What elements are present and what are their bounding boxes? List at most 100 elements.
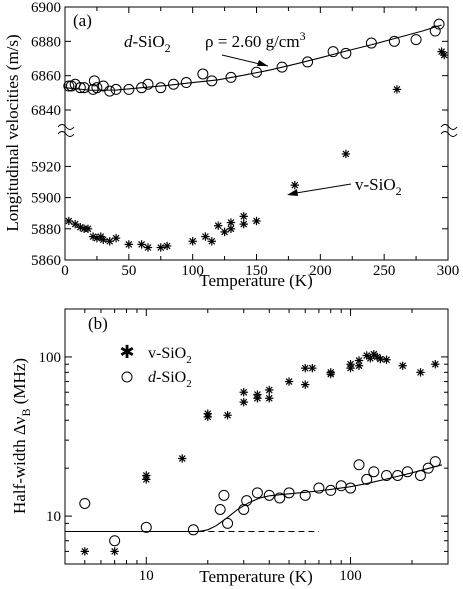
- a-point-v-sio2-stroke: [438, 48, 446, 56]
- b-point-v-sio2: [354, 361, 364, 370]
- a-point-d-sio2: [225, 71, 237, 83]
- a-point-v-sio2-stroke: [291, 181, 299, 189]
- v-sio2-arrow: [289, 183, 352, 195]
- a-point-d-sio2: [104, 85, 116, 97]
- a-point-d-sio2: [388, 35, 400, 47]
- b-xtick-label: 100: [339, 568, 362, 584]
- panel-b-xlabel: Temperature (K): [199, 567, 313, 586]
- b-point-d-sio2: [251, 487, 263, 499]
- left-break-mark: [57, 124, 75, 137]
- a-point-d-sio2: [63, 80, 75, 92]
- panel-a-xlabel: Temperature (K): [199, 271, 313, 290]
- a-point-v-sio2-stroke: [106, 237, 114, 245]
- a-point-v-sio2: [137, 240, 146, 249]
- b-point-d-sio2: [214, 503, 226, 515]
- b-point-d-sio2: [187, 524, 199, 536]
- b-point-v-sio2-stroke: [431, 360, 439, 368]
- a-point-d-sio2: [97, 80, 109, 92]
- a-point-v-sio2-stroke: [240, 212, 248, 220]
- a-ytick-label: 6900: [31, 0, 61, 16]
- a-point-v-sio2: [71, 219, 80, 229]
- a-point-d-sio2: [155, 82, 167, 94]
- b-point-v-sio2: [265, 394, 274, 403]
- a-fit-line: [64, 24, 442, 91]
- a-point-d-sio2: [197, 68, 209, 80]
- b-point-v-sio2: [253, 390, 262, 399]
- b-point-v-sio2: [326, 368, 335, 377]
- b-point-v-sio2-stroke: [265, 394, 273, 402]
- b-point-v-sio2-stroke: [355, 362, 363, 370]
- b-point-v-sio2-stroke: [178, 455, 186, 462]
- b-point-v-sio2: [239, 397, 248, 407]
- b-point-v-sio2-stroke: [370, 350, 378, 358]
- a-point-v-sio2: [341, 149, 351, 159]
- legend-star-marker: ✱: [119, 342, 134, 362]
- a-point-d-sio2: [327, 46, 339, 58]
- legend-circle-marker: [121, 371, 133, 383]
- b-point-v-sio2-stroke: [383, 356, 390, 364]
- a-point-v-sio2-stroke: [84, 225, 92, 233]
- a-point-v-sio2-stroke: [76, 223, 84, 231]
- a-point-v-sio2-stroke: [99, 236, 107, 244]
- v-sio2-arrowhead: [287, 189, 298, 196]
- b-point-v-sio2: [223, 411, 232, 420]
- panel-a-arrows: [221, 54, 352, 196]
- a-point-v-sio2-stroke: [342, 150, 350, 158]
- b-point-v-sio2: [80, 547, 89, 556]
- a-point-v-sio2: [64, 216, 74, 226]
- a-point-v-sio2-stroke: [227, 225, 235, 233]
- a-xtick-label: 250: [373, 263, 396, 279]
- b-point-v-sio2: [265, 385, 274, 395]
- panel-b-frame: [64, 308, 449, 565]
- panel-a-annotation-v-sio2: v-SiO2: [355, 175, 402, 198]
- a-point-v-sio2: [188, 237, 197, 246]
- panel-a-ticks: 0 50 100 150 200 250 300 6900 6880 6860 6840 5920 59…: [31, 0, 459, 279]
- b-point-v-sio2-stroke: [376, 355, 384, 363]
- a-point-v-sio2: [207, 237, 217, 246]
- a-point-v-sio2: [162, 241, 172, 251]
- a-ytick-label: 6860: [31, 69, 61, 85]
- b-point-d-sio2: [274, 492, 286, 504]
- right-break-mark: [440, 124, 458, 137]
- a-point-v-sio2: [201, 232, 210, 241]
- a-point-v-sio2-stroke: [65, 217, 73, 225]
- a-point-v-sio2: [214, 221, 223, 230]
- a-point-v-sio2-stroke: [125, 241, 133, 248]
- a-xtick-label: 100: [181, 263, 204, 279]
- a-ytick-label: 5860: [31, 253, 61, 269]
- legend-star-label: v-SiO2: [148, 345, 192, 366]
- a-point-v-sio2: [83, 224, 93, 233]
- a-point-v-sio2: [143, 243, 153, 252]
- d-sio2-arrowhead: [257, 60, 268, 66]
- b-ytick-label: 10: [46, 509, 61, 525]
- b-point-v-sio2: [142, 471, 151, 480]
- b-point-v-sio2: [308, 363, 317, 373]
- b-point-v-sio2: [301, 380, 310, 389]
- a-point-v-sio2-stroke: [71, 220, 79, 228]
- panel-a-label: (a): [73, 11, 92, 30]
- a-point-v-sio2: [239, 212, 248, 221]
- a-ytick-label: 5900: [31, 191, 61, 207]
- b-ytick-label: 100: [39, 350, 62, 366]
- panel-b-ticks: 10 100 10 100: [39, 308, 449, 584]
- b-point-v-sio2-stroke: [301, 364, 309, 372]
- panel-a-annotation-d-sio2: d-SiO2: [124, 32, 171, 55]
- panel-a-marks: [63, 18, 449, 252]
- b-point-d-sio2: [241, 495, 253, 507]
- b-point-v-sio2: [239, 388, 248, 397]
- b-point-d-sio2: [299, 489, 311, 501]
- a-point-d-sio2: [74, 82, 86, 94]
- b-point-v-sio2: [178, 454, 187, 463]
- a-xtick-label: 150: [245, 263, 268, 279]
- b-point-v-sio2-stroke: [265, 386, 273, 394]
- b-point-d-sio2: [140, 521, 152, 533]
- a-point-v-sio2-stroke: [240, 220, 248, 228]
- a-point-v-sio2-stroke: [89, 233, 97, 240]
- b-point-v-sio2-stroke: [417, 368, 424, 376]
- b-fit-line: [65, 464, 443, 533]
- b-point-v-sio2-stroke: [399, 362, 407, 370]
- b-point-d-sio2: [381, 469, 393, 481]
- a-point-d-sio2: [410, 34, 422, 46]
- a-point-v-sio2-stroke: [393, 86, 401, 93]
